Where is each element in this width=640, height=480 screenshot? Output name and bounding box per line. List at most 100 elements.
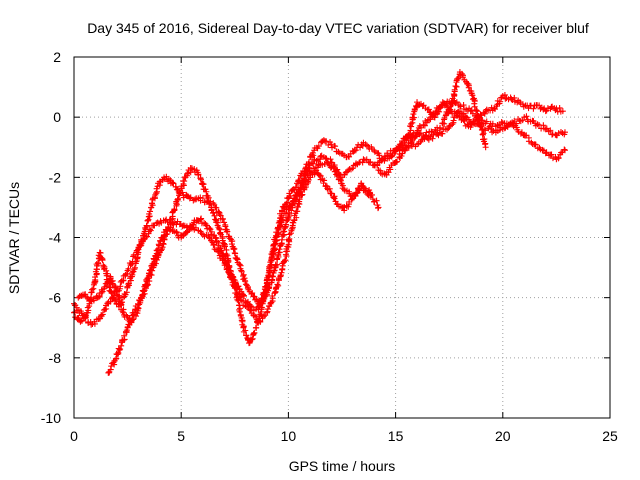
data-point (142, 282, 149, 289)
data-point (206, 201, 213, 208)
data-point (170, 180, 177, 187)
data-point (289, 201, 296, 208)
data-point (359, 182, 366, 189)
data-point (278, 269, 285, 276)
data-point (117, 346, 124, 353)
data-point (561, 147, 568, 154)
data-point (281, 258, 288, 265)
data-point (412, 133, 419, 140)
data-point (230, 246, 237, 253)
data-point (139, 238, 146, 245)
data-point (431, 114, 438, 121)
data-point (197, 176, 204, 183)
data-point (309, 149, 316, 156)
data-point (147, 208, 154, 215)
data-point (267, 259, 274, 266)
data-point (459, 74, 466, 81)
data-point (363, 187, 370, 194)
data-point (81, 313, 88, 320)
data-point (448, 108, 455, 115)
data-point (132, 258, 139, 265)
data-point (413, 132, 420, 139)
data-point (125, 281, 132, 288)
data-point (183, 172, 190, 179)
data-point (332, 198, 339, 205)
data-point (375, 204, 382, 211)
data-point (233, 255, 240, 262)
data-point (208, 206, 215, 213)
data-point (242, 327, 249, 334)
data-point (224, 228, 231, 235)
series-track-5 (371, 98, 568, 178)
data-point (148, 200, 155, 207)
data-point (286, 231, 293, 238)
data-point (179, 189, 186, 196)
data-point (315, 143, 322, 150)
data-point (252, 313, 259, 320)
data-point (292, 183, 299, 190)
data-point (125, 265, 132, 272)
data-point (284, 217, 291, 224)
data-point (556, 104, 563, 111)
data-point (283, 200, 290, 207)
data-point (444, 126, 451, 133)
data-point (349, 165, 356, 172)
data-point (439, 120, 446, 127)
data-point (403, 135, 410, 142)
data-point (498, 118, 505, 125)
data-point (411, 114, 418, 121)
data-point (195, 171, 202, 178)
data-point (121, 332, 128, 339)
data-point (530, 105, 537, 112)
data-point (301, 168, 308, 175)
data-point (477, 123, 484, 130)
grid (74, 57, 610, 418)
data-point (137, 243, 144, 250)
data-point (207, 199, 214, 206)
data-point (465, 84, 472, 91)
data-point (99, 288, 106, 295)
data-point (123, 270, 130, 277)
data-point (389, 152, 396, 159)
data-point (140, 288, 147, 295)
data-point (481, 110, 488, 117)
x-tick-label: 15 (388, 428, 404, 444)
data-point (247, 307, 254, 314)
data-point (341, 186, 348, 193)
data-point (252, 324, 259, 331)
data-point (305, 159, 312, 166)
chart-title: Day 345 of 2016, Sidereal Day-to-day VTE… (87, 20, 589, 36)
data-point (425, 106, 432, 113)
plot-points (71, 69, 568, 376)
data-point (169, 179, 176, 186)
data-point (561, 129, 568, 136)
y-tick-label: -2 (49, 169, 62, 185)
data-point (99, 257, 106, 264)
data-point (321, 177, 328, 184)
data-point (543, 125, 550, 132)
data-point (471, 103, 478, 110)
data-point (274, 281, 281, 288)
data-point (555, 154, 562, 161)
data-point (406, 130, 413, 137)
data-point (452, 83, 459, 90)
data-point (286, 203, 293, 210)
data-point (439, 130, 446, 137)
data-point (108, 290, 115, 297)
data-point (275, 282, 282, 289)
data-point (274, 261, 281, 268)
data-point (332, 143, 339, 150)
data-point (407, 120, 414, 127)
data-point (418, 136, 425, 143)
x-tick-label: 25 (602, 428, 618, 444)
data-point (405, 131, 412, 138)
data-point (483, 118, 490, 125)
series-track-4 (75, 159, 373, 326)
data-point (238, 268, 245, 275)
data-point (366, 159, 373, 166)
data-point (461, 118, 468, 125)
data-point (429, 135, 436, 142)
data-point (111, 361, 118, 368)
data-point (123, 289, 130, 296)
